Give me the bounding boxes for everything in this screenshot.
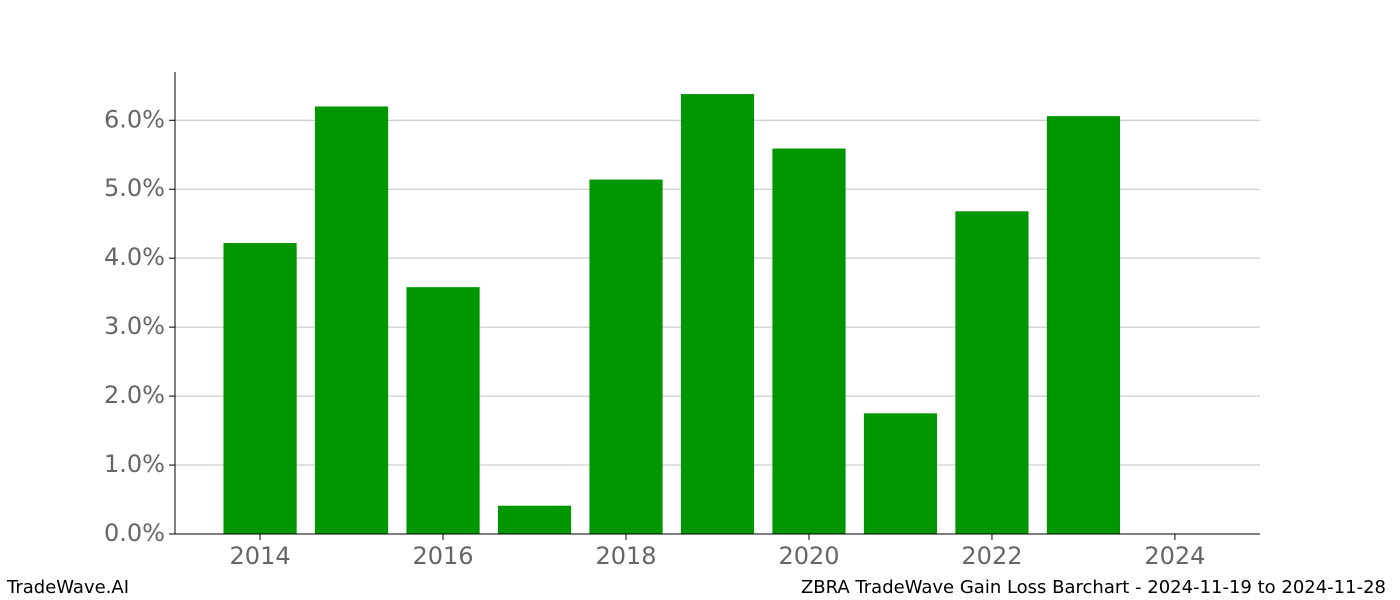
- bar: [497, 505, 572, 534]
- bar: [314, 106, 389, 535]
- y-tick-label: 0.0%: [104, 519, 165, 547]
- bar: [955, 211, 1029, 534]
- x-tick-label: 2022: [961, 542, 1022, 570]
- x-tick-label: 2018: [595, 542, 656, 570]
- bar: [406, 287, 480, 534]
- chart-title: ZBRA TradeWave Gain Loss Barchart - 2024…: [801, 577, 1386, 598]
- bar: [863, 413, 938, 534]
- y-tick-label: 6.0%: [104, 105, 165, 133]
- y-tick-label: 4.0%: [104, 243, 165, 271]
- x-tick-label: 2014: [230, 542, 291, 570]
- bar: [223, 243, 297, 534]
- watermark: TradeWave.AI: [6, 577, 129, 598]
- bar: [589, 179, 663, 535]
- y-tick-label: 1.0%: [104, 450, 165, 478]
- x-tick-label: 2020: [778, 542, 839, 570]
- bar: [1046, 116, 1121, 534]
- x-tick-label: 2024: [1144, 542, 1205, 570]
- y-tick-label: 3.0%: [104, 312, 165, 340]
- bar: [680, 94, 755, 534]
- x-tick-label: 2016: [413, 542, 474, 570]
- bar: [772, 148, 846, 535]
- y-tick-label: 5.0%: [104, 174, 165, 202]
- y-tick-label: 2.0%: [104, 381, 165, 409]
